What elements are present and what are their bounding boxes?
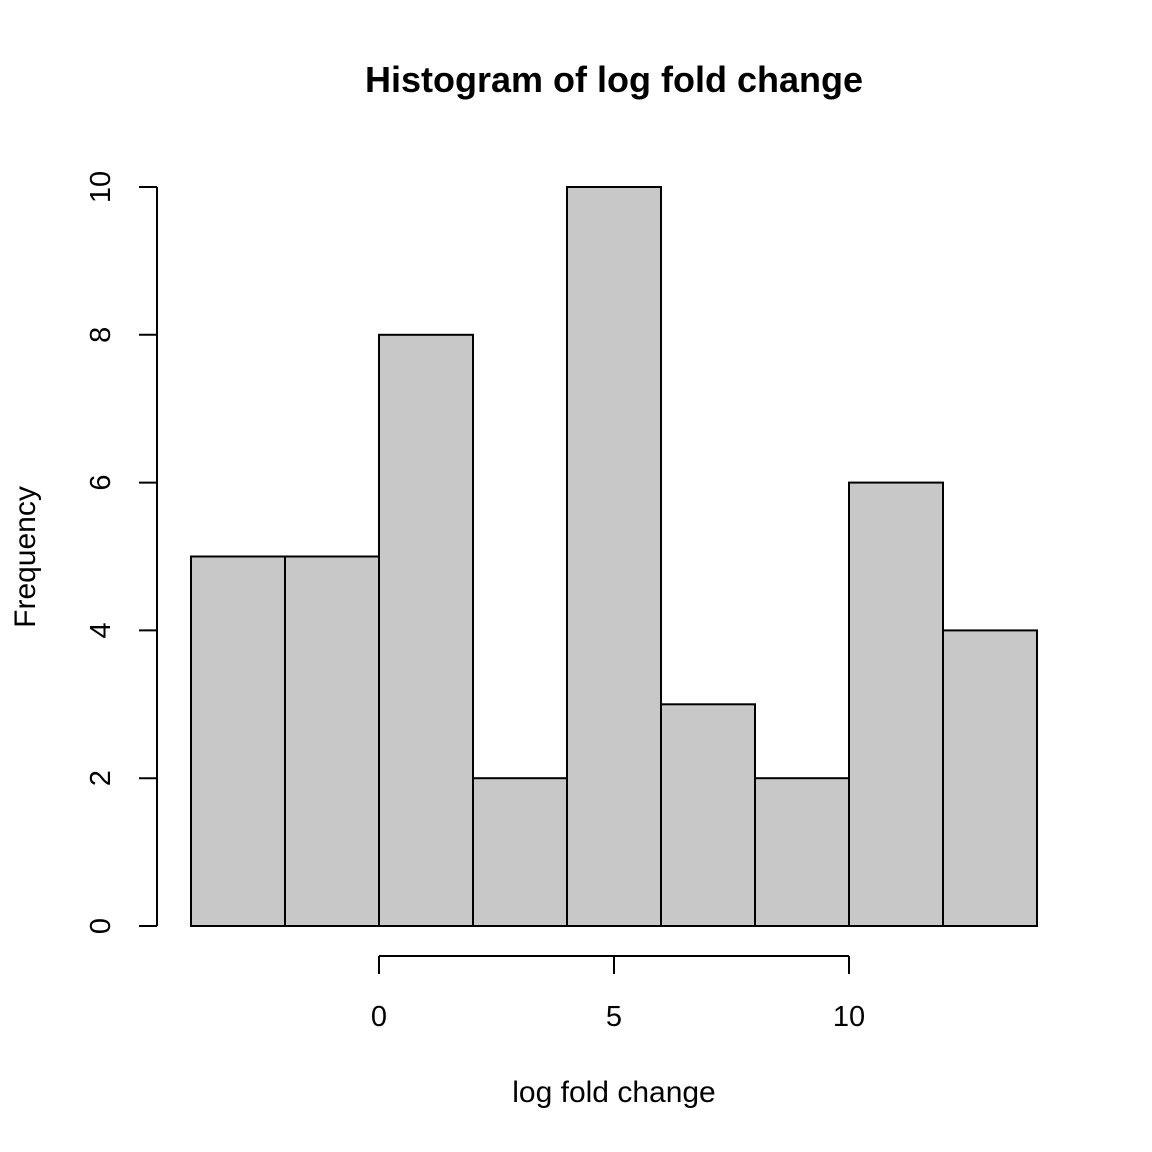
x-axis-label: log fold change bbox=[512, 1076, 716, 1109]
x-axis: 0 5 10 bbox=[371, 955, 865, 1033]
bars-group bbox=[190, 186, 1038, 928]
y-tick-label-5: 10 bbox=[85, 171, 117, 203]
y-tick-label-4: 8 bbox=[85, 327, 117, 343]
histogram-bar-3 bbox=[472, 777, 568, 928]
x-tick-label-2: 10 bbox=[833, 1001, 865, 1033]
histogram-bar-6 bbox=[754, 777, 850, 928]
chart-title: Histogram of log fold change bbox=[365, 59, 863, 100]
histogram-bar-1 bbox=[284, 555, 380, 927]
histogram-bar-0 bbox=[190, 555, 286, 927]
histogram-bar-5 bbox=[660, 703, 756, 927]
y-axis: 0 2 4 6 8 10 bbox=[85, 171, 158, 934]
y-tick-label-0: 0 bbox=[85, 918, 117, 934]
histogram-bar-7 bbox=[848, 481, 944, 927]
y-axis-label: Frequency bbox=[9, 486, 42, 628]
y-tick-label-2: 4 bbox=[85, 622, 117, 638]
x-tick-label-0: 0 bbox=[371, 1001, 387, 1033]
histogram-bar-8 bbox=[942, 629, 1038, 928]
histogram-bar-2 bbox=[378, 333, 474, 927]
y-tick-label-3: 6 bbox=[85, 475, 117, 491]
histogram-bar-4 bbox=[566, 186, 662, 927]
y-tick-label-1: 2 bbox=[85, 770, 117, 786]
x-tick-label-1: 5 bbox=[606, 1001, 622, 1033]
